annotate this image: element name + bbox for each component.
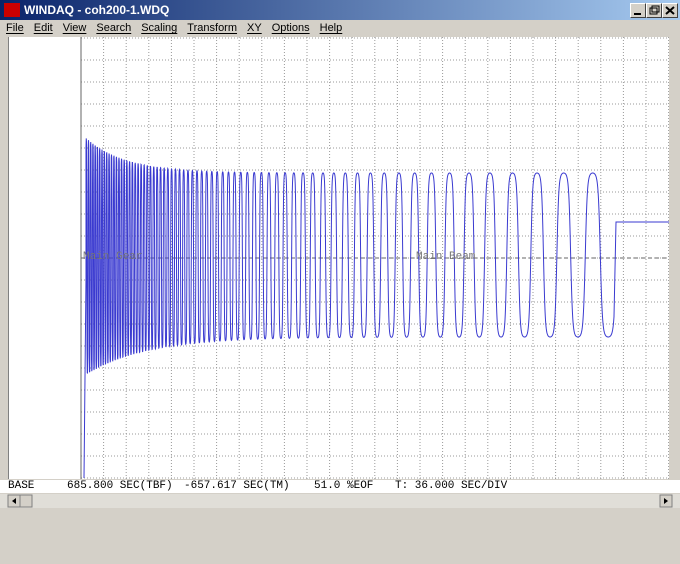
window-title: WINDAQ - coh200-1.WDQ — [24, 3, 170, 17]
status-tm: -657.617 SEC(TM) — [184, 480, 290, 492]
status-eof: 51.0 %EOF — [314, 480, 374, 492]
restore-button[interactable] — [646, 3, 662, 18]
menu-item[interactable]: XY — [247, 22, 262, 34]
menu-item[interactable]: Edit — [33, 22, 53, 34]
window: WINDAQ - coh200-1.WDQ File Edit View Search… — [0, 0, 680, 508]
status-channel: BASE — [8, 480, 35, 492]
annotation: Main Beam — [416, 251, 476, 263]
menu-item[interactable]: View — [62, 22, 87, 34]
menu-bar: File Edit View Search Scaling Transform XY Opti… — [0, 20, 680, 37]
annotation: Main Gear — [83, 251, 142, 263]
menu-item[interactable]: Options — [271, 22, 310, 34]
app-icon — [4, 3, 20, 17]
status-bar: BASE 685.800 SEC(TBF) -657.617 SEC(TM) 5… — [0, 480, 680, 493]
waveform — [83, 138, 669, 479]
waveform-display: Main Gear Main Beam — [80, 37, 670, 479]
status-tbf: 685.800 SEC(TBF) — [67, 480, 173, 492]
menu-item[interactable]: File — [6, 22, 24, 34]
menu-item[interactable]: Scaling — [141, 22, 178, 34]
status-div: T: 36.000 SEC/DIV — [395, 480, 508, 492]
minimize-button[interactable] — [630, 3, 646, 18]
plot-area: Main Gear Main Beam — [8, 37, 670, 479]
menu-item[interactable]: Transform — [187, 22, 238, 34]
close-button[interactable] — [662, 3, 678, 18]
menu-item[interactable]: Help — [319, 22, 343, 34]
menu-item[interactable]: Search — [96, 22, 132, 34]
scrollbar[interactable] — [0, 494, 680, 508]
title-bar: WINDAQ - coh200-1.WDQ — [0, 0, 680, 20]
